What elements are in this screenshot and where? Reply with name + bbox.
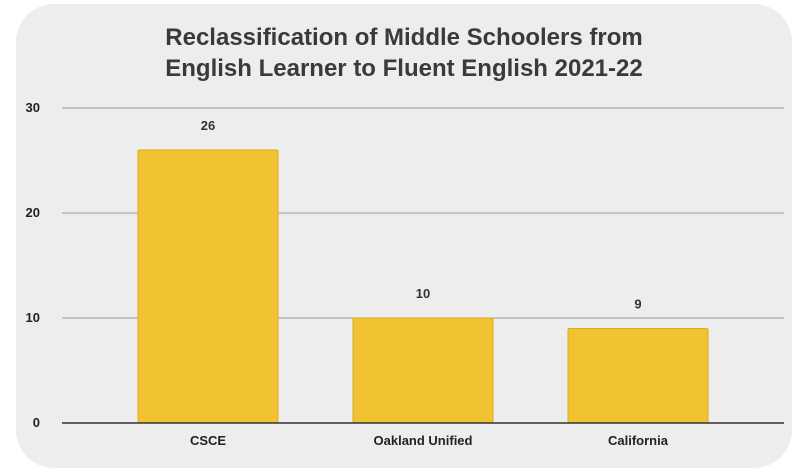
chart-title-line-1: Reclassification of Middle Schoolers fro…	[165, 24, 643, 51]
x-tick-label: CSCE	[190, 433, 226, 448]
chart-title: Reclassification of Middle Schoolers fro…	[16, 22, 792, 84]
bar	[567, 328, 709, 424]
y-tick-label: 10	[26, 310, 40, 325]
bar	[137, 149, 279, 424]
data-label: 10	[416, 286, 430, 301]
data-label: 26	[201, 118, 215, 133]
y-tick-label: 0	[33, 415, 40, 430]
x-tick-label: California	[608, 433, 669, 448]
y-tick-label: 30	[26, 100, 40, 115]
data-label: 9	[634, 297, 641, 312]
y-tick-label: 20	[26, 205, 40, 220]
x-tick-label: Oakland Unified	[374, 433, 473, 448]
bar	[352, 317, 494, 424]
chart-title-line-2: English Learner to Fluent English 2021-2…	[165, 55, 643, 82]
